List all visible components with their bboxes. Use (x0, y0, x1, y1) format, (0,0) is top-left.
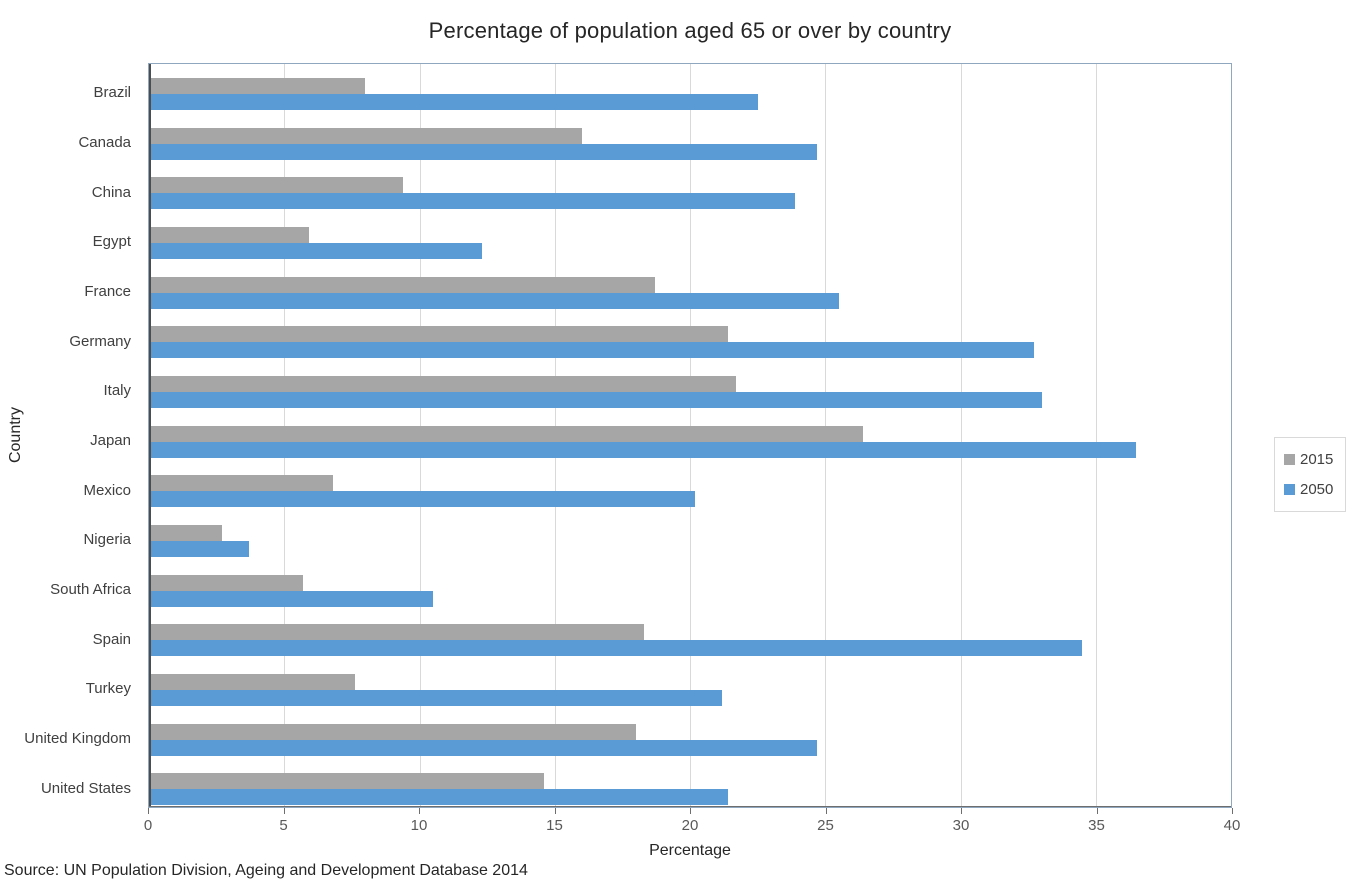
bar-group-brazil (149, 64, 1231, 114)
x-axis-ticks (148, 808, 1233, 815)
category-axis-labels: Brazil Canada China Egypt France Germany Italy… (0, 63, 140, 808)
x-tick-label-35: 35 (1088, 817, 1105, 834)
bar-2050-egypt (149, 242, 482, 259)
source-note: Source: UN Population Division, Ageing a… (4, 862, 528, 879)
bar-group-canada (149, 114, 1231, 164)
bar-group-japan (149, 412, 1231, 462)
bar-group-nigeria (149, 511, 1231, 561)
legend: 2015 2050 (1274, 437, 1346, 512)
category-label-spain: Spain (92, 630, 131, 648)
plot-area (148, 63, 1232, 808)
bars-layer (149, 64, 1231, 807)
bar-2050-south-africa (149, 590, 434, 607)
legend-label-2015: 2015 (1300, 451, 1334, 468)
category-label-germany: Germany (69, 332, 131, 350)
bar-2015-japan (149, 425, 864, 442)
bar-2050-japan (149, 441, 1137, 458)
bar-2015-germany (149, 326, 728, 343)
legend-item-2050: 2050 (1284, 481, 1345, 498)
bar-2050-mexico (149, 491, 696, 508)
x-tick-10 (419, 808, 420, 814)
bar-group-mexico (149, 461, 1231, 511)
category-label-mexico: Mexico (83, 481, 131, 499)
bar-2015-turkey (149, 673, 355, 690)
category-label-brazil: Brazil (93, 84, 131, 102)
category-label-france: France (84, 282, 131, 300)
x-tick-label-5: 5 (279, 817, 288, 834)
x-tick-40 (1232, 808, 1233, 814)
x-tick-label-10: 10 (410, 817, 428, 834)
category-label-canada: Canada (78, 133, 131, 151)
category-label-south-africa: South Africa (50, 580, 131, 598)
gridline-30 (960, 64, 962, 807)
bar-2015-nigeria (149, 524, 223, 541)
category-label-united-kingdom: United Kingdom (24, 729, 131, 747)
bar-2015-south-africa (149, 574, 304, 591)
bar-group-egypt (149, 213, 1231, 263)
bar-2050-france (149, 292, 839, 309)
bar-2015-egypt (149, 226, 309, 243)
x-tick-label-0: 0 (143, 817, 153, 834)
bar-group-turkey (149, 660, 1231, 710)
x-tick-label-20: 20 (681, 817, 699, 834)
bar-2050-turkey (149, 689, 723, 706)
x-tick-0 (148, 808, 149, 814)
bar-group-france (149, 263, 1231, 313)
x-tick-35 (1096, 808, 1098, 814)
bar-2050-united-states (149, 789, 728, 806)
category-label-china: China (91, 183, 131, 201)
bar-2015-united-kingdom (149, 723, 636, 740)
x-tick-20 (690, 808, 691, 814)
category-label-united-states: United States (40, 779, 131, 797)
legend-label-2050: 2050 (1300, 481, 1334, 498)
bar-2050-nigeria (149, 540, 250, 557)
x-tick-label-15: 15 (546, 817, 563, 834)
bar-2050-brazil (149, 94, 758, 110)
bar-2015-italy (149, 375, 736, 392)
legend-swatch-2015 (1284, 454, 1295, 465)
bar-2050-italy (149, 391, 1042, 408)
x-axis-tick-labels: 0 5 10 15 20 25 30 35 40 (144, 817, 1241, 837)
x-tick-30 (961, 808, 962, 814)
bar-2015-china (149, 177, 404, 194)
bar-group-south-africa (149, 561, 1231, 611)
bar-group-italy (149, 362, 1231, 412)
bar-2050-canada (149, 143, 818, 160)
bar-2050-united-kingdom (149, 739, 818, 756)
x-tick-label-40: 40 (1223, 817, 1241, 834)
legend-swatch-2050 (1284, 484, 1295, 495)
category-label-egypt: Egypt (92, 233, 131, 251)
x-tick-25 (825, 808, 827, 814)
x-axis-title: Percentage (649, 842, 731, 859)
bar-2015-brazil (149, 78, 366, 94)
bar-group-united-kingdom (149, 710, 1231, 760)
x-axis-line (149, 806, 1231, 807)
x-tick-label-30: 30 (952, 817, 970, 834)
bar-2050-china (149, 193, 796, 210)
legend-item-2015: 2015 (1284, 451, 1345, 468)
bar-2015-united-states (149, 773, 544, 790)
category-label-japan: Japan (90, 431, 131, 449)
y-axis-line (149, 64, 151, 807)
category-label-nigeria: Nigeria (83, 531, 131, 549)
x-tick-label-25: 25 (817, 817, 834, 834)
bar-group-china (149, 163, 1231, 213)
gridline-35 (1095, 64, 1097, 807)
bar-2015-canada (149, 127, 582, 144)
x-tick-15 (554, 808, 556, 814)
bar-2050-germany (149, 342, 1034, 359)
category-label-italy: Italy (103, 382, 131, 400)
chart-title: Percentage of population aged 65 or over… (428, 18, 952, 43)
bar-2050-spain (149, 640, 1083, 657)
bar-group-united-states (149, 759, 1231, 809)
bar-group-germany (149, 312, 1231, 362)
bar-2015-spain (149, 624, 644, 641)
bar-group-spain (149, 610, 1231, 660)
bar-2015-mexico (149, 475, 333, 492)
x-tick-5 (283, 808, 285, 814)
category-label-turkey: Turkey (85, 680, 131, 698)
bar-2015-france (149, 276, 655, 293)
